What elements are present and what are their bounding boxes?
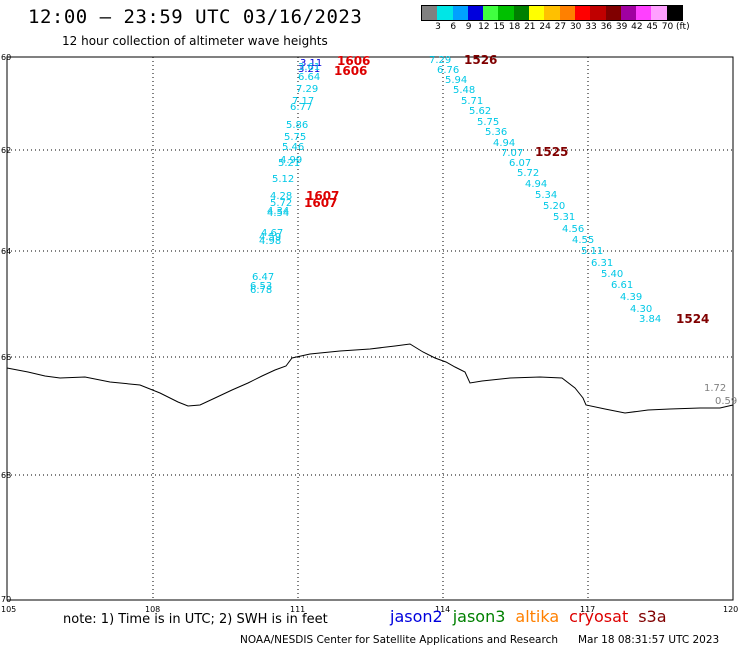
swh-value: 5.20: [543, 201, 565, 212]
swh-value: 4.54: [267, 208, 289, 219]
legend-swatch: [606, 6, 621, 20]
legend-swatch: [453, 6, 468, 20]
legend-swatch: [590, 6, 605, 20]
swh-value: 7.29: [296, 84, 318, 95]
satellite-name: jason3: [453, 607, 506, 626]
lat-label-66: 66: [1, 353, 11, 362]
swh-value: 5.48: [453, 85, 475, 96]
swh-value: 5.72: [517, 168, 539, 179]
swh-value: 5.11: [581, 246, 603, 257]
lat-label-68: 68: [1, 471, 11, 480]
legend-swatch: [651, 6, 666, 20]
legend-swatch: [560, 6, 575, 20]
legend-swatch: [468, 6, 483, 20]
swh-value: 1.72: [704, 383, 726, 394]
footer-note: note: 1) Time is in UTC; 2) SWH is in fe…: [63, 612, 328, 627]
satellite-name: s3a: [638, 607, 666, 626]
legend-swatch: [498, 6, 513, 20]
swh-value: 5.46: [282, 142, 304, 153]
satellite-name: altika: [515, 607, 559, 626]
coastline: [7, 344, 733, 413]
swh-value: 4.56: [562, 224, 584, 235]
legend-swatch: [529, 6, 544, 20]
legend-swatch: [667, 6, 682, 20]
legend-swatch: [544, 6, 559, 20]
page-title: 12:00 – 23:59 UTC 03/16/2023: [28, 6, 362, 28]
swh-value: 6.78: [250, 285, 272, 296]
lat-label-60: 60: [1, 53, 11, 62]
swh-value: 6.77: [290, 102, 312, 113]
legend-swatches: [421, 5, 683, 21]
legend-swatch: [636, 6, 651, 20]
legend-label: (ft): [673, 22, 693, 32]
map-frame: [7, 57, 733, 600]
lon-label-120: 120: [723, 605, 738, 614]
color-legend: 3 6 9 12 15 18 21 24 27 30 33 36 39 42 45 70 (ft): [421, 5, 683, 21]
pass-label-1524: 1524: [676, 312, 709, 326]
legend-swatch: [575, 6, 590, 20]
legend-swatch: [422, 6, 437, 20]
swh-value: 3.84: [639, 314, 661, 325]
page-subtitle: 12 hour collection of altimeter wave hei…: [62, 34, 328, 48]
swh-value: 4.98: [259, 236, 281, 247]
legend-swatch: [483, 6, 498, 20]
track-grey-values: 1.72 0.59: [704, 383, 737, 407]
pass-label-1607: 1607: [304, 196, 337, 210]
swh-value: 5.34: [535, 190, 557, 201]
legend-swatch: [621, 6, 636, 20]
pass-label-1525: 1525: [535, 145, 568, 159]
lon-label-105: 105: [1, 605, 16, 614]
swh-value: 5.36: [485, 127, 507, 138]
wave-height-map: 60 62 64 66 68 70 105 108 111 114 117 12…: [0, 0, 740, 650]
credit-line: NOAA/NESDIS Center for Satellite Applica…: [240, 634, 558, 646]
swh-value: 4.39: [620, 292, 642, 303]
satellite-key: jason2 jason3 altika cryosat s3a: [390, 607, 677, 626]
swh-value: 5.31: [553, 212, 575, 223]
legend-swatch: [437, 6, 452, 20]
gridlines: [7, 57, 733, 600]
swh-value: 5.86: [286, 120, 308, 131]
swh-value: 5.12: [272, 174, 294, 185]
lat-label-64: 64: [1, 247, 11, 256]
swh-value: 5.62: [469, 106, 491, 117]
swh-value: 5.21: [278, 158, 300, 169]
swh-value: 6.61: [611, 280, 633, 291]
lat-label-62: 62: [1, 146, 11, 155]
track-1606-values: 3.11 3.21 3.61 6.64 7.29 7.17 6.77 5.86 …: [250, 58, 322, 296]
swh-value: 6.64: [298, 72, 320, 83]
swh-value: 6.31: [591, 258, 613, 269]
swh-value: 4.55: [572, 235, 594, 246]
satellite-name: jason2: [390, 607, 443, 626]
pass-label-1606: 1606: [334, 64, 367, 78]
track-1526-values: 7.29 6.76 5.94 5.48 5.71 5.62 5.75 5.36 …: [429, 55, 661, 325]
legend-swatch: [514, 6, 529, 20]
swh-value: 5.40: [601, 269, 623, 280]
swh-value: 0.59: [715, 396, 737, 407]
generated-timestamp: Mar 18 08:31:57 UTC 2023: [578, 634, 719, 646]
lat-label-70: 70: [1, 595, 11, 604]
pass-label-1526: 1526: [464, 53, 497, 67]
satellite-name: cryosat: [569, 607, 628, 626]
swh-value: 4.94: [525, 179, 547, 190]
